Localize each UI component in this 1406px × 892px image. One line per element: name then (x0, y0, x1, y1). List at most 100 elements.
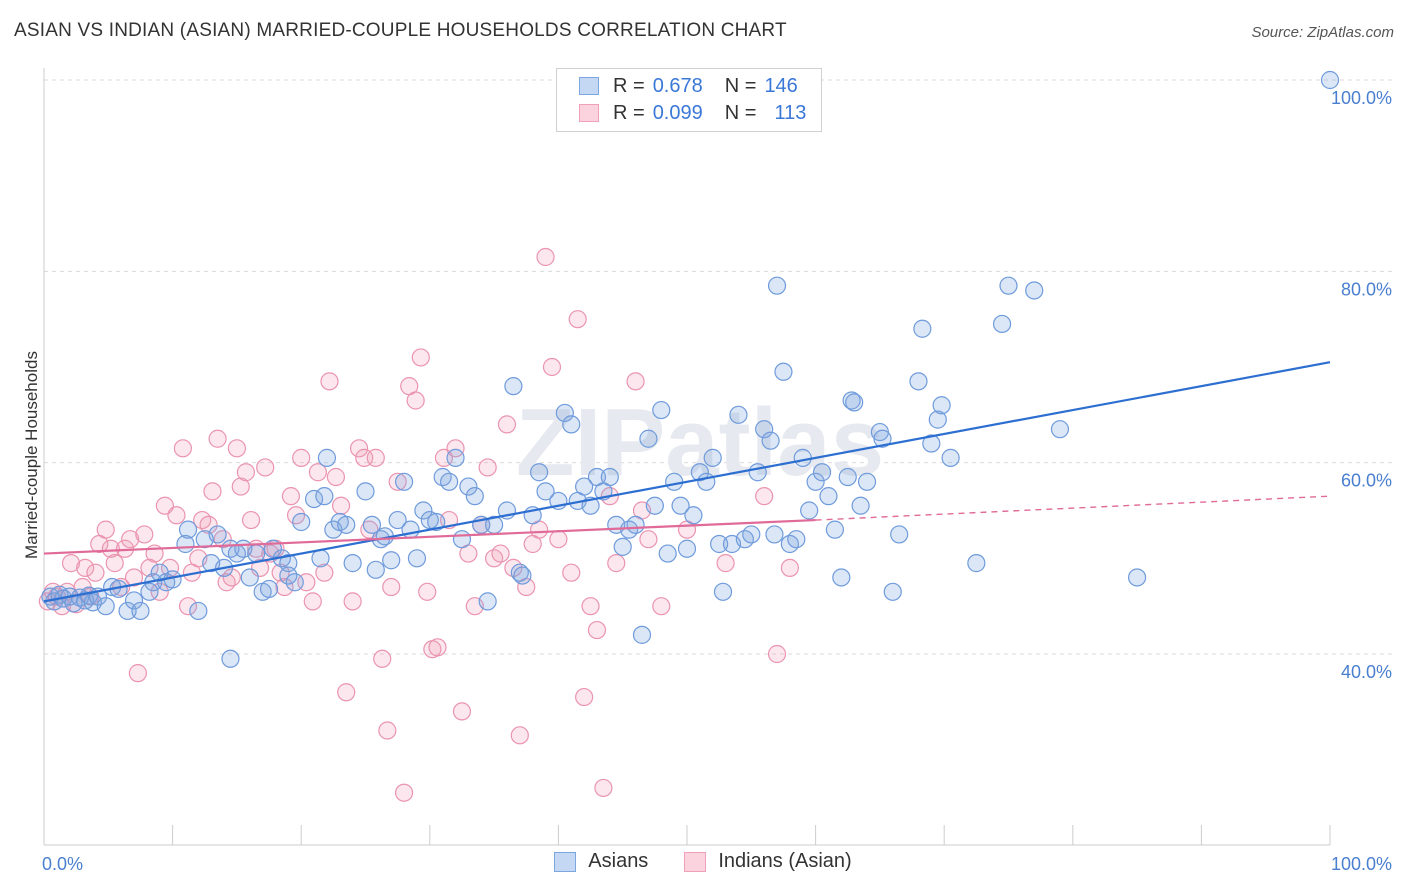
data-point (349, 439, 369, 458)
legend-item-asians: Asians (554, 850, 648, 873)
data-point (780, 558, 799, 578)
data-point (427, 512, 446, 532)
data-point (76, 558, 95, 578)
data-point (549, 530, 568, 549)
data-point (317, 448, 337, 467)
chart-title: ASIAN VS INDIAN (ASIAN) MARRIED-COUPLE H… (14, 20, 787, 41)
data-point (639, 530, 658, 549)
data-point (787, 530, 806, 549)
data-point (497, 415, 517, 434)
data-point (308, 463, 328, 482)
indians-swatch (579, 104, 599, 122)
data-point (755, 420, 774, 439)
data-point (992, 314, 1012, 334)
y-axis-label: Married-couple Households (22, 351, 41, 559)
data-point (356, 482, 375, 501)
data-point (222, 568, 241, 587)
data-point (292, 448, 311, 467)
data-point (806, 472, 825, 491)
data-point (890, 525, 909, 544)
data-point (366, 448, 385, 467)
data-point (765, 525, 784, 544)
data-point (331, 496, 351, 515)
r-label: R = (613, 74, 645, 97)
data-point (256, 458, 275, 477)
grid-lines (44, 79, 1392, 655)
data-point (767, 644, 787, 664)
data-point (446, 439, 465, 458)
data-point (128, 664, 147, 683)
axes (43, 68, 1331, 846)
data-point (677, 539, 697, 558)
data-point (118, 601, 137, 621)
data-point (292, 512, 311, 532)
data-point (131, 601, 150, 621)
data-point (562, 563, 581, 582)
data-point (748, 463, 767, 482)
data-point (105, 554, 124, 573)
data-point (761, 431, 780, 450)
data-point (247, 544, 266, 563)
n-value: 113 (774, 101, 807, 124)
data-point (382, 577, 401, 597)
legend-item-indians: Indians (Asian) (684, 850, 852, 873)
data-point (121, 530, 140, 549)
data-point (684, 506, 703, 525)
n-label: N = (724, 74, 757, 97)
asians-swatch (579, 77, 599, 95)
data-point (913, 319, 932, 338)
data-point (240, 568, 259, 587)
data-point (639, 429, 658, 448)
data-point (465, 487, 484, 506)
data-point (326, 467, 346, 487)
data-point (96, 597, 115, 616)
data-point (1050, 420, 1070, 439)
data-point (941, 448, 960, 467)
data-point (536, 482, 555, 501)
source-label: Source: ZipAtlas.com (1251, 24, 1394, 41)
data-point (999, 276, 1018, 295)
data-point (690, 463, 709, 482)
trend-line (43, 518, 816, 555)
data-point (236, 463, 256, 482)
data-point (311, 549, 330, 568)
data-point (61, 554, 81, 573)
data-point (394, 472, 414, 491)
data-point (439, 472, 459, 491)
data-point (337, 515, 356, 534)
data-point (883, 582, 902, 601)
asians-legend-swatch (554, 851, 577, 872)
data-point (697, 472, 716, 491)
data-point (671, 496, 690, 515)
data-point (626, 515, 645, 534)
data-point (909, 372, 928, 391)
data-point (491, 544, 510, 563)
data-point (1320, 70, 1340, 90)
data-point (658, 544, 677, 563)
data-point (343, 592, 362, 611)
data-point (140, 582, 159, 601)
data-point (530, 463, 549, 482)
data-point (378, 721, 397, 740)
data-point (842, 391, 861, 410)
data-point (259, 579, 279, 599)
data-point (755, 487, 774, 506)
data-point (406, 391, 425, 410)
data-point (388, 510, 407, 530)
data-point (401, 520, 420, 539)
data-point (150, 582, 169, 601)
data-point (227, 439, 246, 458)
data-point (767, 276, 787, 295)
data-point (366, 560, 385, 579)
r-value: 0.099 (652, 101, 703, 124)
data-point (928, 410, 947, 429)
data-point (652, 400, 671, 420)
y-tick-label: 100.0% (1331, 88, 1392, 108)
data-point (967, 554, 986, 573)
data-point (189, 601, 208, 621)
data-point (124, 591, 144, 610)
data-point (452, 702, 472, 721)
data-point (703, 448, 722, 467)
n-value: 146 (764, 74, 798, 97)
